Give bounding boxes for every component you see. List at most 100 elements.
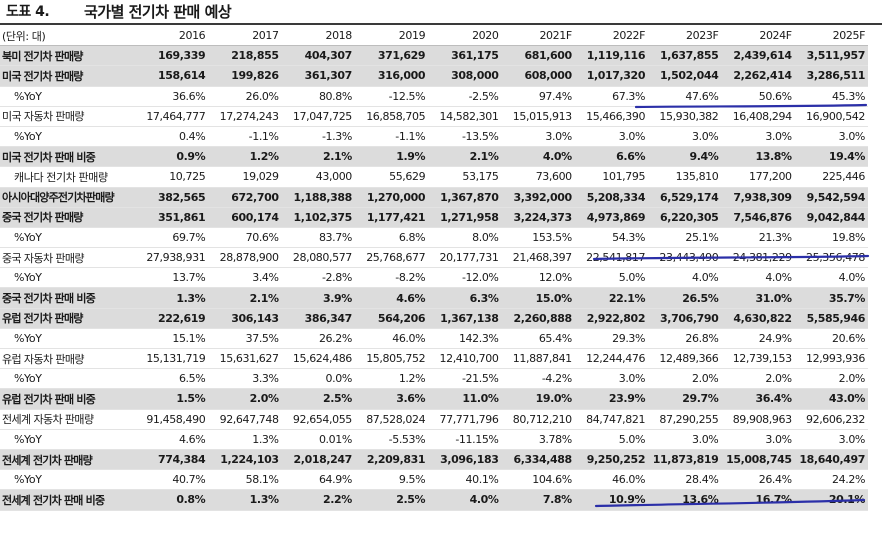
- table-cell: 19,029: [208, 166, 282, 188]
- year-header: 2018: [281, 26, 355, 47]
- table-cell: 70.6%: [208, 227, 282, 249]
- table-cell: 43.0%: [794, 388, 868, 410]
- table-cell: 382,565: [135, 187, 209, 208]
- table-cell: 3.0%: [501, 126, 575, 148]
- table-cell: 3,286,511: [794, 65, 868, 87]
- table-cell: 2.1%: [281, 146, 355, 168]
- table-cell: 25.1%: [648, 227, 722, 249]
- row-label: 중국 전기차 판매 비중: [0, 287, 135, 309]
- year-header: 2016: [135, 26, 209, 47]
- table-cell: 3.0%: [574, 368, 649, 390]
- row-label: 북미 전기차 판매량: [0, 45, 135, 67]
- table-cell: 1,188,388: [281, 187, 355, 208]
- table-cell: 6,334,488: [501, 449, 575, 471]
- table-row: 아시아대양주전기차판매량 382,565 672,700 1,188,388 1,270…: [0, 187, 868, 208]
- table-cell: 21.3%: [721, 227, 795, 249]
- table-cell: -1.1%: [354, 126, 429, 148]
- table-cell: 87,528,024: [354, 409, 429, 430]
- table-row: 유럽 전기차 판매량 222,619 306,143 386,347 564,206 1,…: [0, 308, 868, 329]
- table-row: %YoY 40.7% 58.1% 64.9% 9.5% 40.1% 104.6% 46.0% 2…: [0, 469, 868, 491]
- row-label: 중국 자동차 판매량: [0, 247, 135, 269]
- table-cell: 12,244,476: [574, 348, 649, 370]
- row-label: %YoY: [0, 227, 135, 249]
- table-cell: 55,629: [354, 166, 429, 188]
- table-row: 전세계 자동차 판매량 91,458,490 92,647,748 92,654,05…: [0, 409, 868, 430]
- table-cell: 681,600: [501, 45, 575, 67]
- table-cell: 3,511,957: [794, 45, 868, 67]
- table-cell: 3.6%: [354, 388, 429, 410]
- table-cell: 3,706,790: [648, 308, 722, 329]
- table-cell: 2.1%: [428, 146, 502, 168]
- table-cell: 26.8%: [648, 328, 722, 350]
- table-cell: 1.3%: [135, 287, 209, 309]
- table-cell: -5.53%: [354, 429, 429, 450]
- table-cell: 19.4%: [794, 146, 868, 168]
- table-cell: 0.8%: [135, 489, 209, 511]
- table-cell: 222,619: [135, 308, 209, 329]
- row-label: 캐나다 전기차 판매량: [0, 166, 135, 188]
- table-cell: 15,008,745: [721, 449, 795, 471]
- table-cell: 5,208,334: [574, 187, 649, 208]
- table-cell: 1.2%: [354, 368, 429, 390]
- table-cell: 15.1%: [135, 328, 209, 350]
- table-cell: 24,381,229: [721, 247, 795, 269]
- table-row: 미국 전기차 판매량 158,614 199,826 361,307 316,000 30…: [0, 65, 868, 87]
- table-cell: 26.2%: [281, 328, 355, 350]
- table-cell: 2.0%: [794, 368, 868, 390]
- row-label: %YoY: [0, 429, 135, 450]
- table-cell: 6.5%: [135, 368, 209, 390]
- table-cell: 9,542,594: [794, 187, 868, 208]
- table-cell: 4.6%: [354, 287, 429, 309]
- table-cell: 4.0%: [721, 267, 795, 289]
- table-cell: 54.3%: [574, 227, 649, 249]
- table-cell: 1.2%: [208, 146, 282, 168]
- table-cell: 12,993,936: [794, 348, 868, 370]
- row-label: 전세계 전기차 판매량: [0, 449, 135, 471]
- row-label: 중국 전기차 판매량: [0, 207, 135, 228]
- row-label: 미국 전기차 판매 비중: [0, 146, 135, 168]
- table-cell: 20.1%: [794, 489, 868, 511]
- table-row: 중국 자동차 판매량 27,938,931 28,878,900 28,080,577…: [0, 247, 868, 269]
- table-cell: 1,367,870: [428, 187, 502, 208]
- table-cell: 92,606,232: [794, 409, 868, 430]
- table-cell: 6,529,174: [648, 187, 722, 208]
- table-cell: 21,468,397: [501, 247, 575, 269]
- table-cell: 1.5%: [135, 388, 209, 410]
- table-cell: 26.5%: [648, 287, 722, 309]
- table-cell: 3,096,183: [428, 449, 502, 471]
- table-cell: 29.3%: [574, 328, 649, 350]
- table-cell: 169,339: [135, 45, 209, 67]
- table-cell: 386,347: [281, 308, 355, 329]
- table-cell: 46.0%: [574, 469, 649, 491]
- table-cell: -13.5%: [428, 126, 502, 148]
- year-header: 2019: [354, 26, 429, 47]
- table-cell: 29.7%: [648, 388, 722, 410]
- table-cell: 65.4%: [501, 328, 575, 350]
- table-cell: 2.5%: [281, 388, 355, 410]
- year-header: 2021F: [501, 26, 575, 47]
- row-label: 미국 자동차 판매량: [0, 106, 135, 127]
- year-header: 2017: [208, 26, 282, 47]
- table-cell: 23.9%: [574, 388, 649, 410]
- row-label: %YoY: [0, 368, 135, 390]
- table-cell: 371,629: [354, 45, 429, 67]
- table-cell: 40.1%: [428, 469, 502, 491]
- table-cell: 46.0%: [354, 328, 429, 350]
- table-cell: 7,546,876: [721, 207, 795, 228]
- table-cell: 404,307: [281, 45, 355, 67]
- table-cell: 58.1%: [208, 469, 282, 491]
- table-cell: 6.3%: [428, 287, 502, 309]
- table-cell: 97.4%: [501, 86, 575, 107]
- table-cell: 3,392,000: [501, 187, 575, 208]
- table-cell: 1.3%: [208, 489, 282, 511]
- table-cell: 1,224,103: [208, 449, 282, 471]
- table-cell: 3,224,373: [501, 207, 575, 228]
- table-cell: 47.6%: [648, 86, 722, 107]
- table-cell: 1,271,958: [428, 207, 502, 228]
- table-cell: 27,938,931: [135, 247, 209, 269]
- row-label: %YoY: [0, 328, 135, 350]
- table-row: 미국 전기차 판매 비중 0.9% 1.2% 2.1% 1.9% 2.1% 4.0% 6.6%…: [0, 146, 868, 168]
- table-cell: 4.0%: [794, 267, 868, 289]
- table-cell: 3.0%: [794, 429, 868, 450]
- table-cell: 22.1%: [574, 287, 649, 309]
